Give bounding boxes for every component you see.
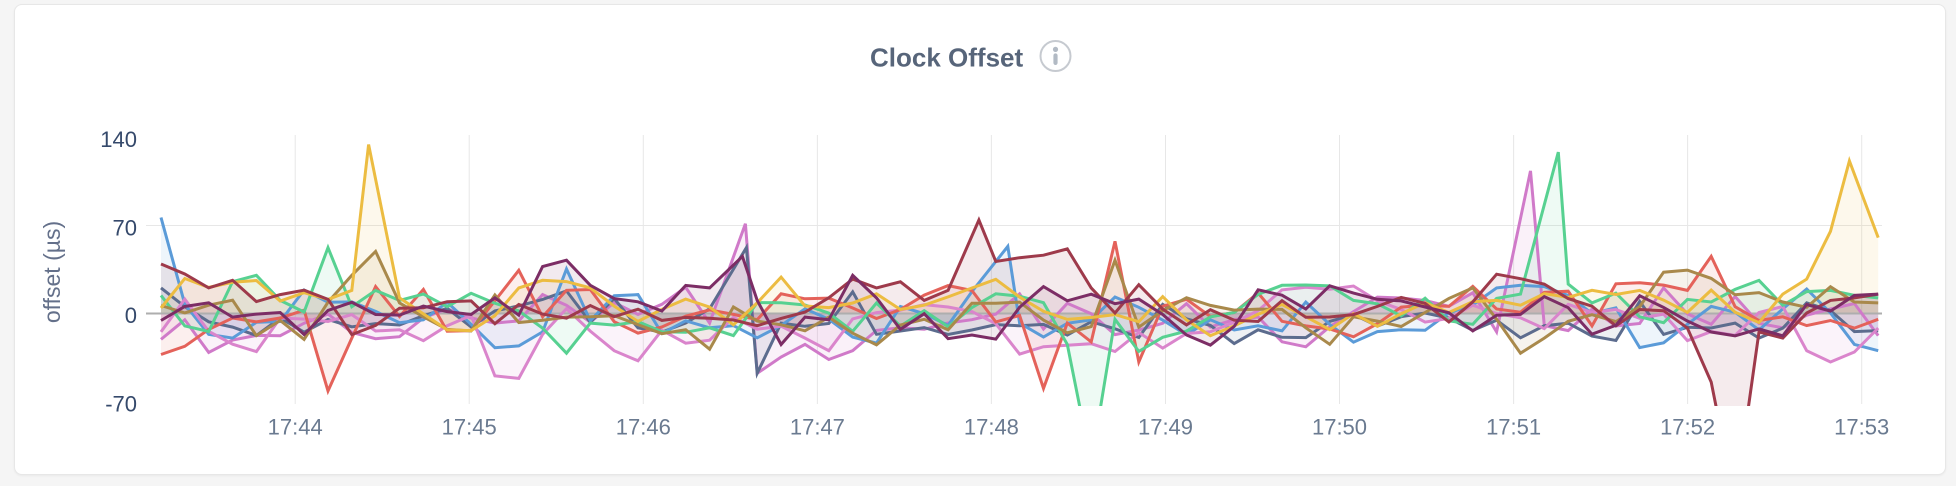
svg-text:17:45: 17:45 [442,415,497,440]
svg-text:17:51: 17:51 [1486,415,1541,440]
svg-text:-70: -70 [105,392,137,417]
svg-text:0: 0 [125,303,137,328]
svg-text:17:50: 17:50 [1312,415,1367,440]
svg-text:17:53: 17:53 [1834,415,1889,440]
svg-text:17:48: 17:48 [964,415,1019,440]
svg-text:17:47: 17:47 [790,415,845,440]
svg-text:70: 70 [113,216,137,241]
svg-text:140: 140 [100,127,137,152]
svg-text:17:46: 17:46 [616,415,671,440]
svg-text:17:52: 17:52 [1660,415,1715,440]
svg-text:17:49: 17:49 [1138,415,1193,440]
svg-text:offset (µs): offset (µs) [39,221,65,323]
svg-text:17:44: 17:44 [268,415,323,440]
svg-text:Clock Offset: Clock Offset [870,43,1023,73]
